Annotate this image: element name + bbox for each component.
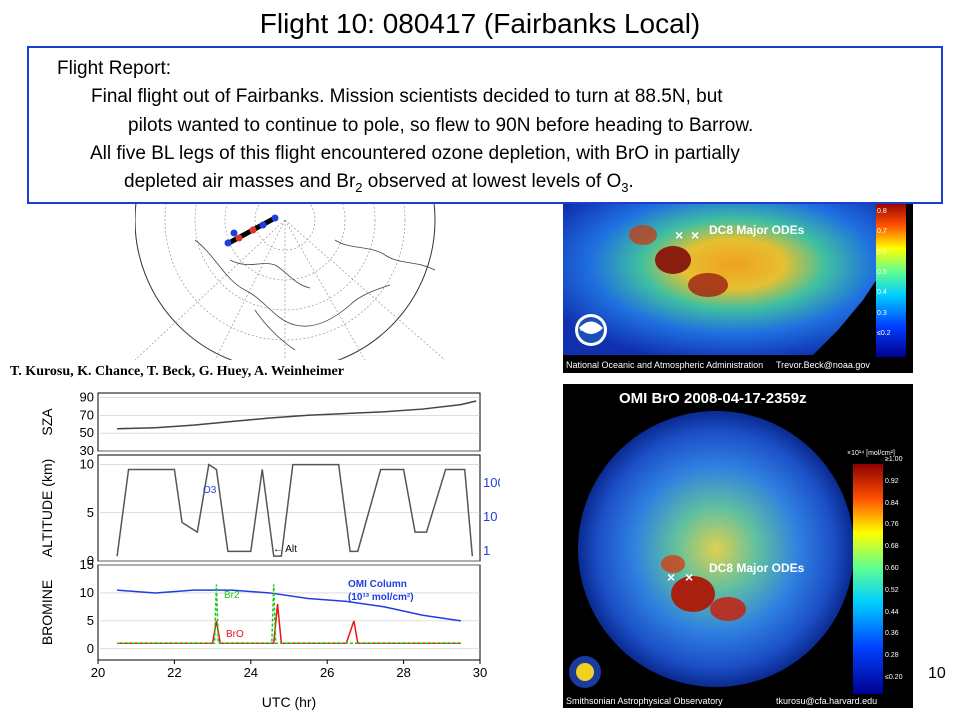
series-line	[117, 584, 461, 644]
series-line	[117, 589, 462, 622]
flight-timeseries-chart: 90705030SZA1050100101O3 (ppb)ALTITUDE (k…	[39, 385, 521, 715]
y-axis-label: SZA	[40, 408, 55, 436]
series-line	[116, 463, 474, 557]
y-axis-label: BROMINE	[40, 580, 55, 645]
scale-label: 0.5	[877, 269, 887, 276]
report-heading: Flight Report:	[57, 58, 172, 79]
noaa-color-scale-labels: 0.8 0.7 0.6 0.5 0.4 0.3 ≤0.2	[877, 208, 907, 357]
y-tick-label: 15	[80, 557, 94, 572]
y-tick-label: 5	[87, 505, 94, 520]
report-line-4: depleted air masses and Br2 observed at …	[124, 171, 634, 195]
x-tick-label: 22	[167, 665, 181, 680]
omi-footer-left: Smithsonian Astrophysical Observatory	[566, 696, 723, 706]
series-line	[117, 400, 477, 430]
report-line-4-text: depleted air masses and Br	[124, 171, 356, 192]
report-line-4-text-2: observed at lowest levels of O	[362, 171, 622, 192]
scale-label: 0.36	[885, 630, 899, 638]
scale-label: 0.4	[877, 289, 887, 297]
omi-units-label: ×10¹⁴ [mol/cm²]	[847, 450, 895, 457]
noaa-odes-label: DC8 Major ODEs	[709, 223, 805, 237]
right-tick-label: 10	[483, 509, 497, 524]
y-tick-label: 0	[87, 641, 94, 656]
scale-label: 0.52	[885, 586, 899, 594]
scale-label: 0.6	[877, 248, 887, 256]
report-line-4-end: .	[628, 171, 634, 192]
scale-label: 0.76	[885, 521, 899, 529]
scale-label: 0.92	[885, 477, 899, 485]
right-tick-label: 1	[483, 543, 490, 558]
x-tick-label: 28	[396, 665, 410, 680]
scale-label: ≤0.20	[885, 674, 903, 681]
right-tick-label: 100	[483, 475, 500, 490]
scale-label: 0.28	[885, 652, 899, 660]
y-tick-label: 10	[80, 457, 94, 472]
scale-label: ≥1.00	[885, 456, 903, 463]
y-tick-label: 70	[80, 407, 94, 422]
scale-label: 0.8	[877, 208, 887, 215]
noaa-footer-right: Trevor.Beck@noaa.gov	[776, 360, 870, 370]
omi-odes-label: DC8 Major ODEs	[709, 561, 805, 575]
omi-footer-right: tkurosu@cfa.harvard.edu	[776, 696, 878, 706]
scale-label: ≤0.2	[877, 330, 891, 337]
slide-number: 10	[928, 665, 946, 682]
scale-label: 0.84	[885, 499, 899, 507]
x-tick-label: 26	[320, 665, 334, 680]
panel-frame	[97, 392, 481, 452]
y-tick-label: 90	[80, 389, 94, 404]
y-tick-label: 0	[87, 553, 94, 568]
y-axis-label: ALTITUDE (km)	[40, 459, 55, 558]
scale-label: 0.3	[877, 309, 887, 317]
scale-label: 0.7	[877, 228, 887, 236]
alt-annotation: ← Alt	[273, 544, 297, 555]
report-line-3: All five BL legs of this flight encounte…	[90, 143, 740, 164]
noaa-ozone-panel: × × DC8 Major ODEs NOAA National Oceanic…	[563, 190, 913, 373]
report-line-4-sub: 2	[355, 179, 363, 195]
flight-track	[224, 214, 279, 247]
omi-color-scale-labels: ≥1.00 0.92 0.84 0.76 0.68 0.60 0.52 0.44 0.36 0.2…	[885, 456, 913, 690]
br2-annotation: Br2	[224, 590, 240, 601]
svg-text:×: ×	[675, 227, 683, 243]
y-tick-label: 30	[80, 443, 94, 458]
omi-annotation-units: (10¹³ mol/cm²)	[348, 592, 414, 603]
svg-text:×: ×	[685, 569, 693, 585]
report-line-1: Final flight out of Fairbanks. Mission s…	[91, 86, 723, 107]
noaa-logo-label: NOAA	[580, 326, 601, 333]
omi-bro-panel: × × OMI BrO 2008-04-17-2359z ×10¹⁴ [mol/…	[563, 384, 913, 708]
y-tick-label: 50	[80, 425, 94, 440]
x-tick-label: 30	[473, 665, 487, 680]
slide-title: Flight 10: 080417 (Fairbanks Local)	[259, 8, 701, 39]
authors-credit: T. Kurosu, K. Chance, T. Beck, G. Huey, …	[10, 364, 344, 379]
bro-annotation: BrO	[226, 629, 244, 640]
svg-text:×: ×	[667, 569, 675, 585]
omi-panel-title: OMI BrO 2008-04-17-2359z	[619, 390, 807, 407]
report-line-4-sub-2: 3	[621, 179, 629, 195]
o3-annotation: O3	[203, 485, 217, 496]
scale-label: 0.44	[885, 608, 899, 616]
svg-text:×: ×	[691, 227, 699, 243]
scale-label: 0.60	[885, 565, 899, 572]
flight-report-box: Flight Report: Final flight out of Fairb…	[27, 46, 943, 204]
x-tick-label: 24	[244, 665, 258, 680]
flight-track-map	[135, 200, 455, 360]
x-tick-label: 20	[91, 665, 105, 680]
scale-label: 0.68	[885, 543, 899, 551]
x-axis-label: UTC (hr)	[262, 694, 316, 710]
noaa-footer-left: National Oceanic and Atmospheric Adminis…	[566, 360, 764, 370]
y-tick-label: 10	[80, 585, 94, 600]
report-line-2: pilots wanted to continue to pole, so fl…	[128, 115, 754, 136]
panel-frame	[97, 564, 481, 661]
omi-annotation: OMI Column	[348, 579, 407, 590]
y-tick-label: 5	[87, 613, 94, 628]
series-line	[117, 604, 461, 644]
